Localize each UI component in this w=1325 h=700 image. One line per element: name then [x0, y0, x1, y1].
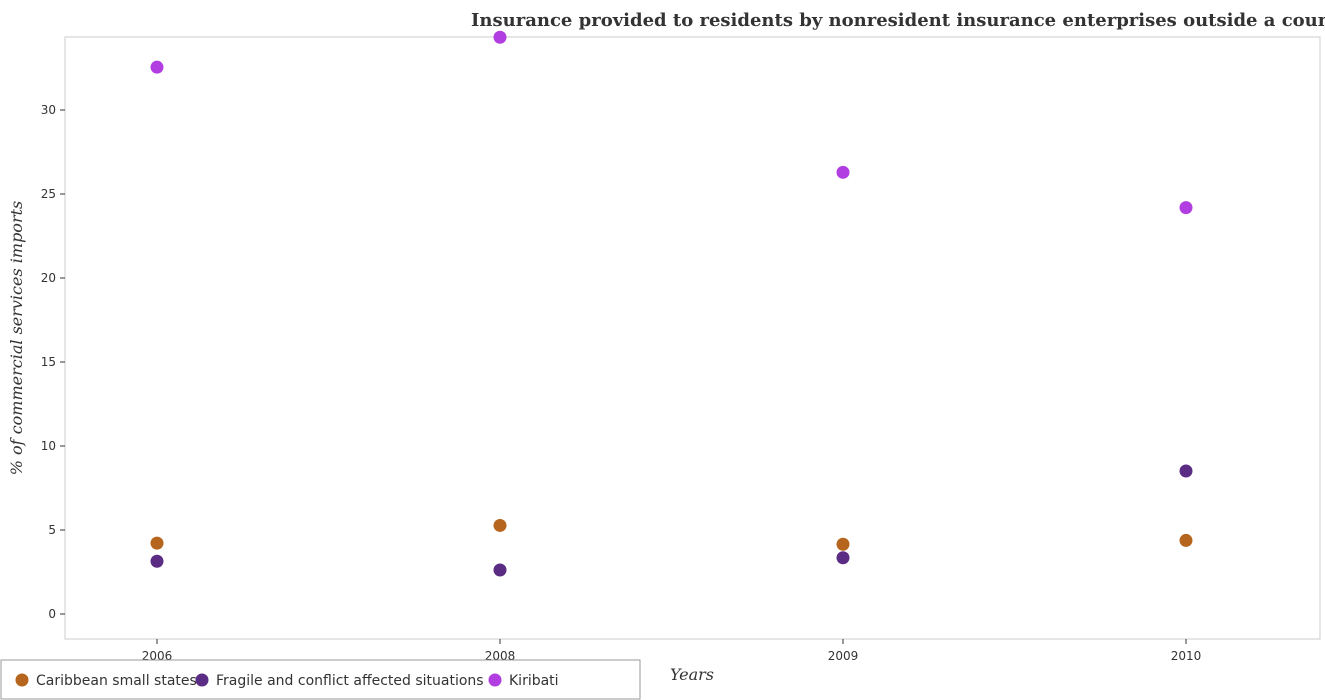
point-fragile-and-conflict-affected-situations-2008	[493, 563, 507, 577]
point-kiribati-2006	[150, 60, 164, 74]
legend-label: Kiribati	[509, 673, 559, 689]
y-tick-label: 20	[41, 271, 56, 285]
legend-label: Caribbean small states	[36, 673, 197, 689]
point-fragile-and-conflict-affected-situations-2006	[150, 554, 164, 568]
point-caribbean-small-states-2009	[836, 537, 850, 551]
y-tick-label: 15	[41, 355, 56, 369]
x-axis-label: Years	[670, 665, 714, 684]
y-tick-label: 5	[48, 523, 56, 537]
y-tick-label: 10	[41, 439, 56, 453]
chart-title: Insurance provided to residents by nonre…	[471, 10, 1325, 31]
y-axis-label: % of commercial services imports	[7, 201, 26, 475]
y-axis: 0 5 10 15 20 25 30	[41, 103, 65, 621]
x-tick-label: 2009	[828, 649, 859, 663]
legend: Caribbean small states Fragile and confli…	[0, 659, 641, 700]
point-caribbean-small-states-2010	[1179, 533, 1193, 547]
point-fragile-and-conflict-affected-situations-2009	[836, 551, 850, 565]
point-kiribati-2008	[493, 30, 507, 44]
data-points	[150, 30, 1193, 577]
point-kiribati-2010	[1179, 201, 1193, 215]
point-fragile-and-conflict-affected-situations-2010	[1179, 464, 1193, 478]
legend-label: Fragile and conflict affected situations	[216, 673, 484, 689]
legend-box	[0, 659, 641, 700]
plot-area	[64, 36, 1321, 640]
y-tick-label: 25	[41, 187, 56, 201]
y-tick-label: 0	[48, 607, 56, 621]
y-tick-label: 30	[41, 103, 56, 117]
x-axis: 2006 2008 2009 2010	[142, 639, 1202, 663]
point-caribbean-small-states-2006	[150, 536, 164, 550]
legend-marker	[195, 673, 209, 687]
point-kiribati-2009	[836, 165, 850, 179]
x-tick-label: 2010	[1171, 649, 1202, 663]
point-caribbean-small-states-2008	[493, 518, 507, 532]
legend-marker	[488, 673, 502, 687]
legend-marker	[15, 673, 29, 687]
